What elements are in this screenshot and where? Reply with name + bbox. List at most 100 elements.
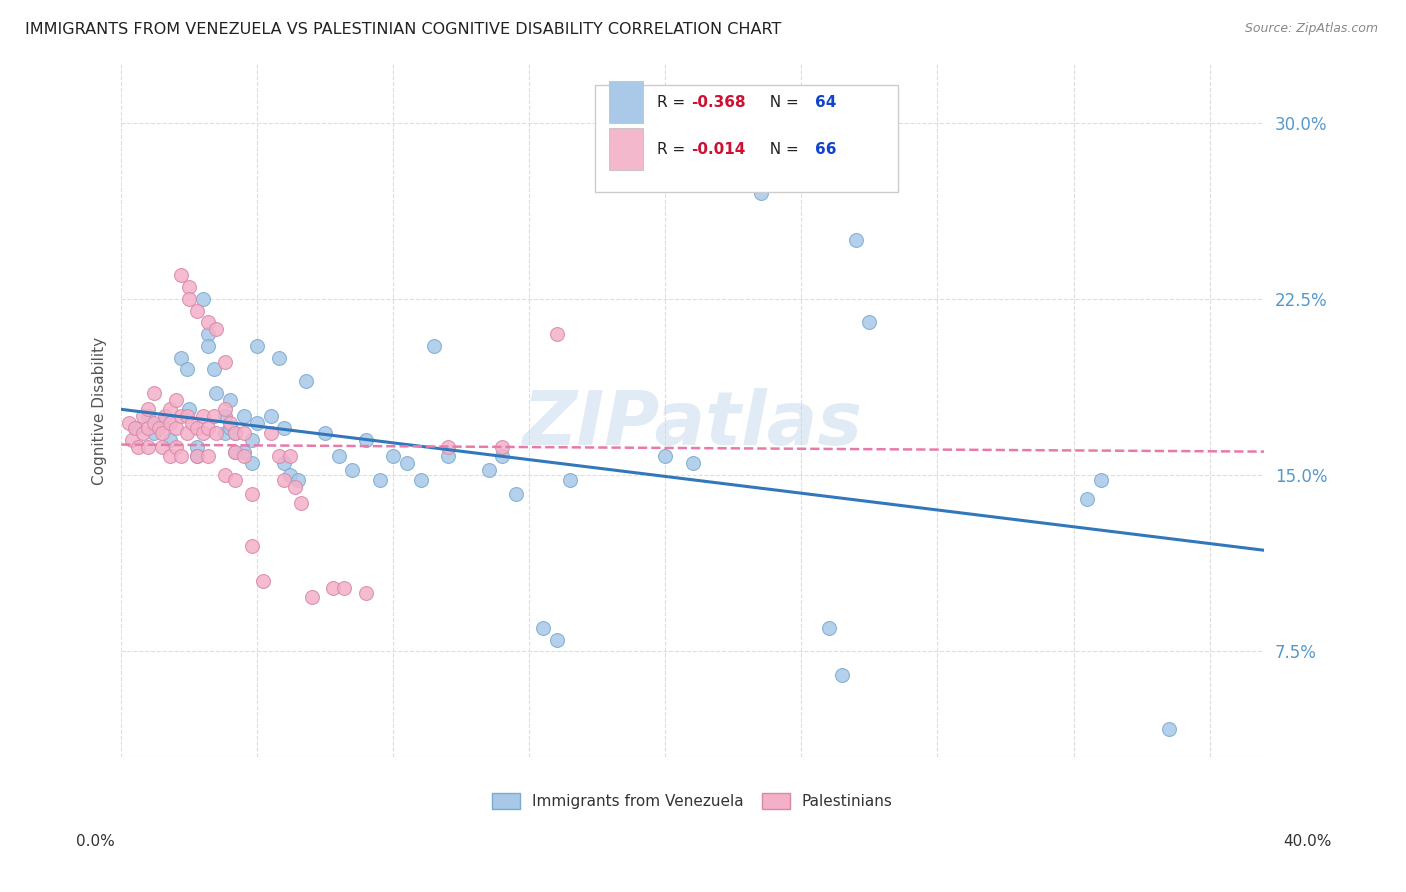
Point xyxy=(831,667,853,681)
Point xyxy=(159,417,181,431)
Point xyxy=(301,591,323,605)
Point xyxy=(477,463,499,477)
Point xyxy=(165,440,187,454)
Text: -0.368: -0.368 xyxy=(692,95,747,110)
Point xyxy=(224,425,246,440)
Point xyxy=(214,355,236,369)
Text: R =: R = xyxy=(657,142,690,157)
Point xyxy=(368,473,391,487)
Point xyxy=(224,444,246,458)
Point xyxy=(132,409,155,424)
Point xyxy=(191,292,214,306)
Point xyxy=(290,496,312,510)
Point xyxy=(284,480,307,494)
Point xyxy=(845,233,868,247)
Text: Source: ZipAtlas.com: Source: ZipAtlas.com xyxy=(1244,22,1378,36)
Point xyxy=(170,450,193,464)
Legend: Immigrants from Venezuela, Palestinians: Immigrants from Venezuela, Palestinians xyxy=(486,787,898,815)
Point xyxy=(165,421,187,435)
Point xyxy=(224,444,246,458)
Point xyxy=(240,456,263,470)
Point xyxy=(246,417,269,431)
Text: 66: 66 xyxy=(815,142,837,157)
Point xyxy=(124,421,146,435)
Point xyxy=(121,433,143,447)
Point xyxy=(395,456,418,470)
Point xyxy=(273,456,295,470)
Point xyxy=(423,339,446,353)
Point xyxy=(179,280,201,294)
Point xyxy=(186,450,208,464)
FancyBboxPatch shape xyxy=(609,81,644,123)
Point xyxy=(159,402,181,417)
Y-axis label: Cognitive Disability: Cognitive Disability xyxy=(93,336,107,484)
Point xyxy=(214,402,236,417)
Point xyxy=(491,440,513,454)
Point xyxy=(560,473,582,487)
Point xyxy=(546,327,568,342)
Point xyxy=(224,473,246,487)
Point xyxy=(142,425,165,440)
Point xyxy=(153,409,176,424)
FancyBboxPatch shape xyxy=(596,85,898,193)
Point xyxy=(267,450,290,464)
Point xyxy=(176,425,198,440)
Point xyxy=(273,421,295,435)
Point xyxy=(654,450,676,464)
Point xyxy=(186,303,208,318)
Point xyxy=(150,440,173,454)
Point xyxy=(186,450,208,464)
Point xyxy=(246,339,269,353)
Point xyxy=(124,421,146,435)
Point xyxy=(409,473,432,487)
Point xyxy=(1090,473,1112,487)
Text: IMMIGRANTS FROM VENEZUELA VS PALESTINIAN COGNITIVE DISABILITY CORRELATION CHART: IMMIGRANTS FROM VENEZUELA VS PALESTINIAN… xyxy=(25,22,782,37)
Point xyxy=(436,440,458,454)
Point xyxy=(150,417,173,431)
Point xyxy=(295,374,318,388)
Point xyxy=(186,421,208,435)
Point xyxy=(267,351,290,365)
Point xyxy=(354,585,377,599)
Point xyxy=(219,392,242,407)
Point xyxy=(186,440,208,454)
Point xyxy=(858,315,880,329)
Point xyxy=(170,351,193,365)
Point xyxy=(170,268,193,283)
Point xyxy=(287,473,309,487)
FancyBboxPatch shape xyxy=(609,128,644,170)
Point xyxy=(342,463,364,477)
Point xyxy=(817,621,839,635)
Point xyxy=(176,409,198,424)
Text: 0.0%: 0.0% xyxy=(76,834,115,848)
Point xyxy=(197,421,219,435)
Point xyxy=(205,425,228,440)
Point xyxy=(1076,491,1098,506)
Point xyxy=(354,433,377,447)
Point xyxy=(142,417,165,431)
Point xyxy=(197,327,219,342)
Point xyxy=(232,425,254,440)
Point xyxy=(240,487,263,501)
Point xyxy=(278,468,301,483)
Point xyxy=(260,425,283,440)
Point xyxy=(191,425,214,440)
Point xyxy=(179,292,201,306)
Point xyxy=(252,574,274,588)
Point xyxy=(232,444,254,458)
Point xyxy=(205,322,228,336)
Point xyxy=(749,186,772,201)
Point xyxy=(328,450,350,464)
Point xyxy=(205,385,228,400)
Point xyxy=(132,425,155,440)
Point xyxy=(159,433,181,447)
Point xyxy=(224,425,246,440)
Point xyxy=(138,402,160,417)
Text: N =: N = xyxy=(761,142,804,157)
Point xyxy=(273,473,295,487)
Point xyxy=(197,450,219,464)
Point xyxy=(382,450,405,464)
Point xyxy=(118,417,141,431)
Point xyxy=(232,450,254,464)
Point xyxy=(1157,722,1180,736)
